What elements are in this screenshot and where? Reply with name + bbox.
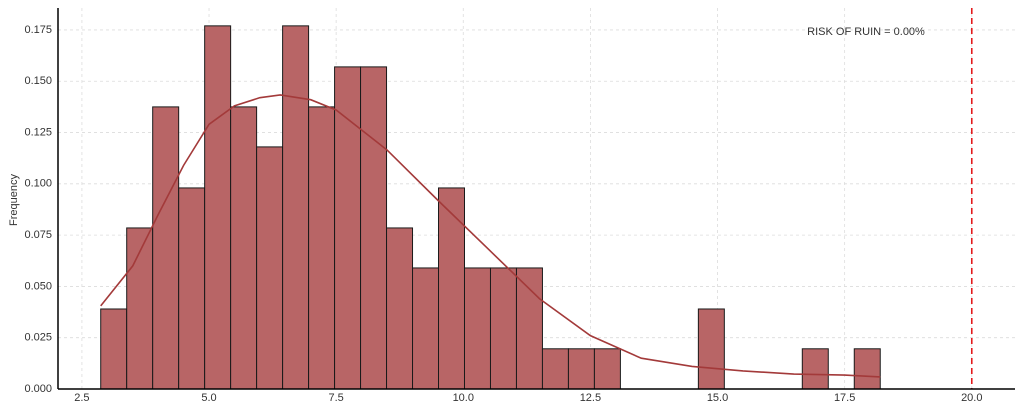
bar xyxy=(126,227,154,390)
bar xyxy=(801,348,829,390)
x-tick-label: 2.5 xyxy=(74,392,89,404)
y-tick-label: 0.050 xyxy=(24,280,52,292)
bar xyxy=(438,187,465,390)
y-tick-label: 0.025 xyxy=(24,332,52,344)
bar xyxy=(463,267,491,390)
x-tick-label: 7.5 xyxy=(329,392,344,404)
bar xyxy=(567,348,595,390)
y-tick-label: 0.125 xyxy=(24,126,52,138)
bar xyxy=(541,348,569,390)
y-tick-label: 0.100 xyxy=(24,178,52,190)
bar xyxy=(178,187,206,390)
y-tick-label: 0.075 xyxy=(24,229,52,241)
bar xyxy=(100,308,128,390)
y-tick-label: 0.000 xyxy=(24,383,52,395)
x-tick-label: 17.5 xyxy=(834,392,855,404)
bar xyxy=(204,25,232,390)
annotation: RISK OF RUIN = 0.00% xyxy=(807,26,925,38)
bar xyxy=(515,267,543,390)
bar xyxy=(853,348,881,390)
bar xyxy=(230,106,258,390)
bar xyxy=(489,267,517,390)
bar xyxy=(282,25,310,390)
bar xyxy=(697,308,725,390)
y-axis-label: Frequency xyxy=(8,174,20,226)
y-tick-label: 0.175 xyxy=(24,24,52,36)
x-tick-label: 10.0 xyxy=(453,392,474,404)
y-tick-label: 0.150 xyxy=(24,75,52,87)
x-tick-label: 5.0 xyxy=(201,392,216,404)
bar xyxy=(360,66,388,390)
x-tick-label: 15.0 xyxy=(707,392,728,404)
bar xyxy=(386,227,414,390)
x-tick-label: 12.5 xyxy=(580,392,601,404)
bar xyxy=(256,146,284,390)
bar xyxy=(593,348,621,390)
x-tick-label: 20.0 xyxy=(961,392,982,404)
bar xyxy=(152,106,180,390)
kde-line xyxy=(100,94,881,378)
bar xyxy=(308,106,336,390)
bar xyxy=(334,66,362,390)
bar xyxy=(412,267,440,390)
